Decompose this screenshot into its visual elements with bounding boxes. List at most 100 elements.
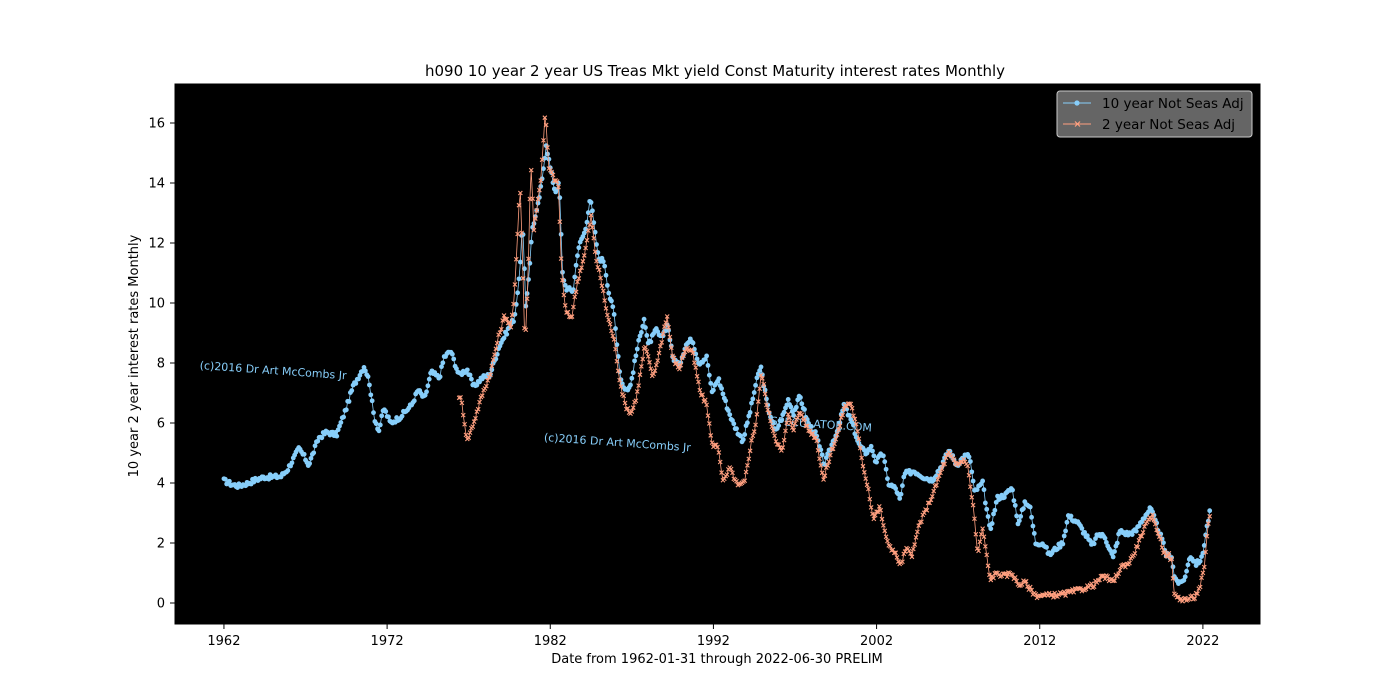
data-point [806, 428, 811, 433]
data-point [1207, 508, 1213, 514]
data-point [946, 449, 952, 455]
data-point [386, 414, 391, 420]
data-point [836, 427, 841, 433]
data-point [591, 235, 597, 241]
data-point [912, 542, 918, 547]
data-point [619, 381, 625, 387]
data-point [1044, 544, 1049, 550]
data-point [1064, 519, 1070, 525]
data-point [804, 423, 810, 429]
data-point [1182, 574, 1188, 580]
data-point [750, 396, 756, 402]
data-point [1018, 514, 1024, 519]
data-point [808, 424, 814, 429]
data-point [859, 455, 865, 461]
data-point [719, 386, 724, 391]
data-point [682, 349, 688, 355]
data-point [643, 344, 648, 350]
data-point [965, 463, 971, 469]
data-point [1010, 487, 1015, 493]
data-point [636, 383, 642, 389]
data-point [871, 453, 877, 459]
data-point [694, 373, 700, 379]
data-point [681, 353, 686, 359]
data-point [874, 509, 879, 515]
data-point [660, 331, 666, 337]
data-point [483, 383, 489, 389]
data-point [577, 268, 583, 274]
data-point [349, 388, 355, 393]
data-point [477, 399, 482, 405]
data-point [579, 265, 584, 270]
data-point [939, 466, 945, 472]
data-point [606, 290, 612, 296]
data-point [814, 438, 820, 444]
data-point [799, 401, 805, 407]
data-point [751, 429, 757, 434]
x-axis-label: Date from 1962-01-31 through 2022-06-30 … [551, 652, 883, 667]
data-point [308, 455, 314, 461]
data-point [532, 216, 538, 221]
data-point [860, 463, 866, 469]
data-point [1158, 536, 1164, 542]
data-point [610, 333, 616, 339]
data-point [319, 435, 325, 441]
data-point [715, 444, 720, 450]
data-point [500, 318, 506, 323]
data-point [753, 422, 758, 428]
data-point [898, 491, 904, 497]
data-point [981, 534, 987, 540]
data-point [458, 395, 463, 400]
data-point [793, 404, 799, 410]
data-point [717, 459, 723, 465]
data-point [727, 412, 733, 418]
data-point [1031, 531, 1037, 536]
data-point [671, 355, 677, 361]
data-point [791, 427, 797, 433]
data-point [969, 494, 975, 500]
data-point [755, 399, 761, 404]
data-point [590, 208, 595, 214]
data-point [880, 522, 886, 528]
data-point [508, 324, 514, 330]
data-point [789, 425, 795, 431]
data-point [927, 500, 932, 506]
data-point [757, 368, 763, 373]
data-point [637, 372, 643, 378]
data-point [935, 477, 941, 482]
data-point [613, 346, 618, 352]
data-point [489, 367, 495, 373]
data-point [1091, 541, 1097, 547]
data-point [479, 393, 485, 399]
data-point [541, 166, 546, 172]
data-point [762, 387, 768, 393]
data-point [885, 476, 890, 482]
data-point [1151, 517, 1157, 523]
legend-label: 2 year Not Seas Adj [1102, 117, 1235, 133]
data-point [644, 349, 650, 354]
data-point [656, 350, 662, 356]
data-point [832, 441, 837, 447]
data-point [976, 548, 981, 554]
data-point [618, 384, 624, 389]
data-point [992, 507, 998, 513]
data-point [776, 423, 782, 428]
data-point [504, 331, 510, 337]
data-point [399, 413, 405, 419]
data-point [1108, 577, 1113, 582]
data-point [628, 411, 633, 417]
data-point [759, 376, 765, 381]
data-point [662, 324, 667, 330]
data-point [629, 409, 635, 414]
data-point [970, 478, 976, 484]
data-point [557, 219, 563, 225]
data-point [1027, 584, 1033, 590]
data-point [648, 366, 654, 372]
data-point [474, 409, 480, 415]
data-point [1037, 593, 1043, 599]
plot-frame [174, 83, 1261, 625]
data-point [989, 521, 995, 526]
data-point [1199, 575, 1204, 581]
data-point [749, 400, 754, 406]
data-point [818, 463, 824, 468]
